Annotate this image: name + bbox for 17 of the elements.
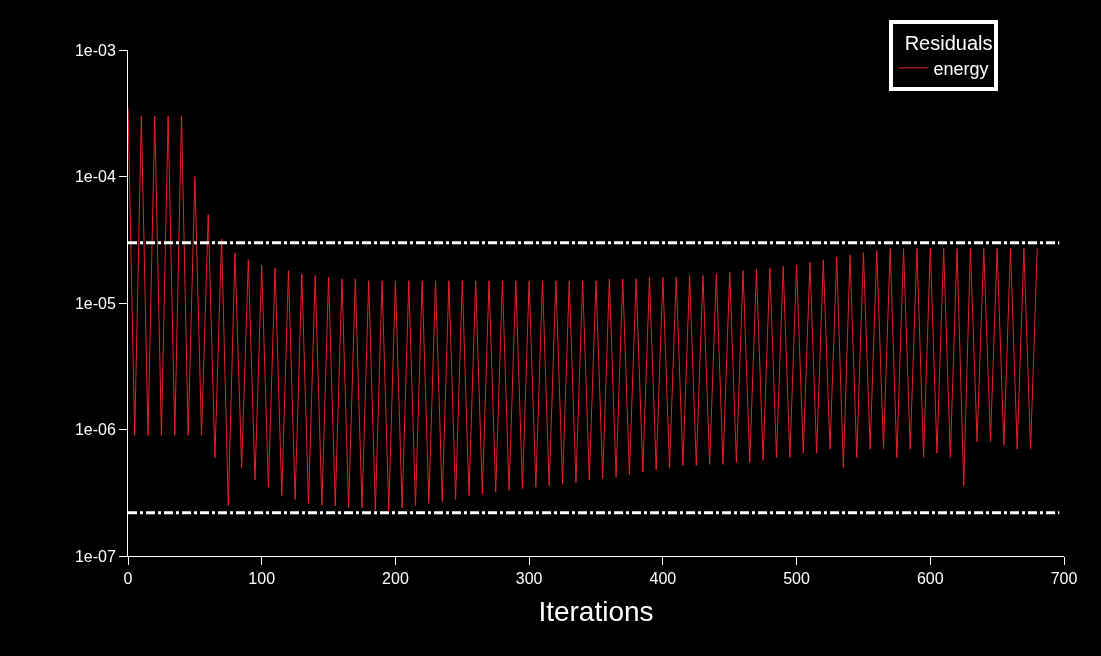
x-tick-label: 600 [916,570,944,588]
legend-title: Residuals [904,31,993,54]
y-tick-label: 1e-06 [74,421,116,439]
y-tick-label: 1e-07 [74,547,116,565]
x-tick-label: 500 [783,570,811,588]
x-axis-title: Iterations [538,596,654,628]
x-tick-label: 100 [248,570,276,588]
legend-label: energy [933,58,989,79]
x-tick-label: 200 [382,570,409,588]
y-tick-label: 1e-05 [74,294,116,312]
line-series [128,107,1038,511]
y-tick-label: 1e-03 [74,41,116,59]
x-tick-label: 700 [1050,570,1078,588]
y-tick-label: 1e-04 [74,168,116,186]
x-tick-label: 0 [123,570,133,588]
x-tick-label: 300 [515,570,543,588]
x-tick-label: 400 [649,570,677,588]
